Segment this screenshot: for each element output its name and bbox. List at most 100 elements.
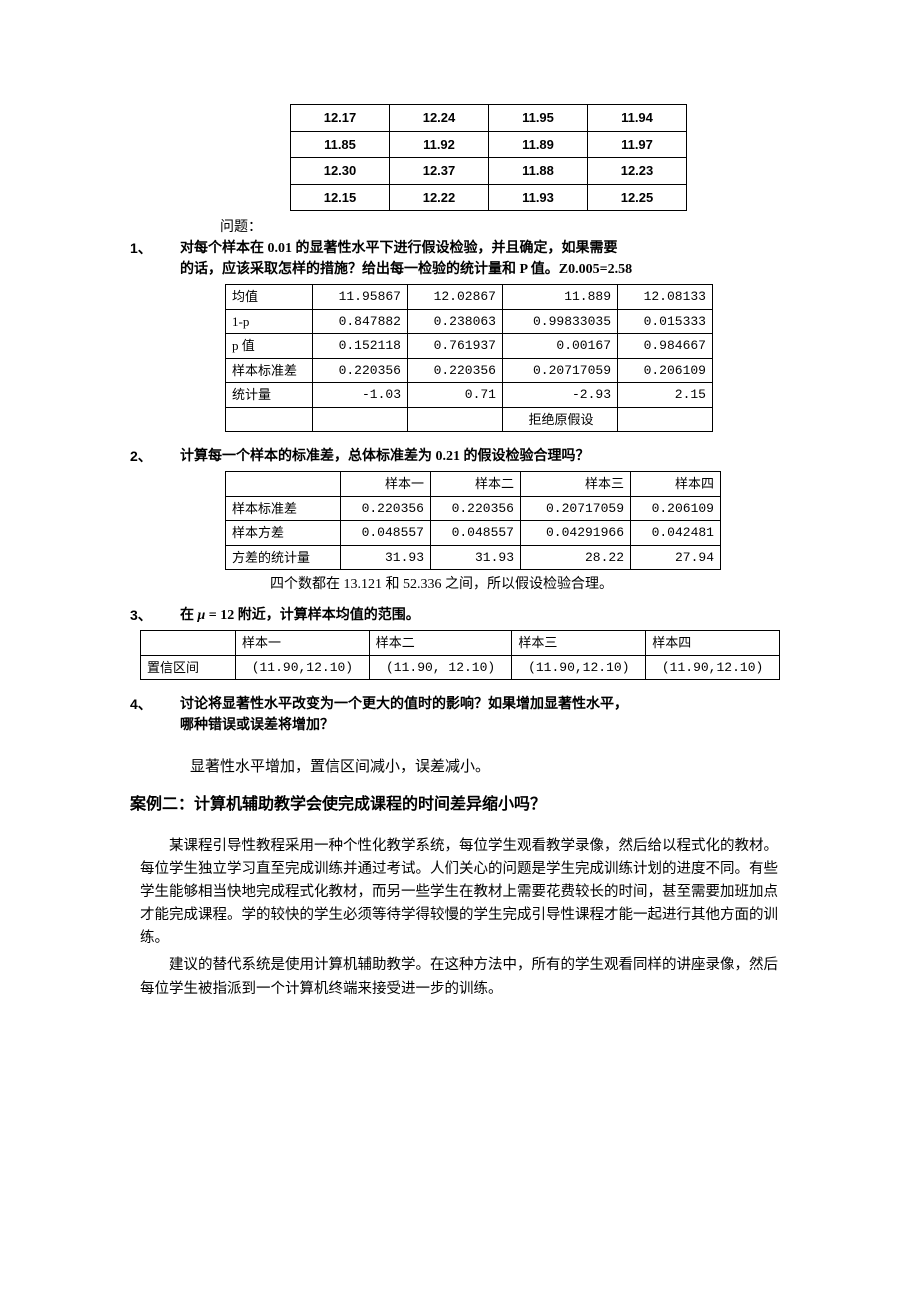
col-header: 样本一 (341, 472, 431, 497)
cell: 31.93 (431, 545, 521, 570)
q2-number: 2、 (130, 446, 180, 467)
cell: 0.04291966 (521, 521, 631, 546)
row-label: 均值 (226, 285, 313, 310)
question-2: 2、 计算每一个样本的标准差，总体标准差为 0.21 的假设检验合理吗？ (130, 446, 790, 467)
answer-4: 显著性水平增加，置信区间减小，误差减小。 (190, 756, 790, 779)
cell: 11.92 (390, 131, 489, 158)
cell: 12.37 (390, 158, 489, 185)
question-4: 4、 讨论将显著性水平改变为一个更大的值时的影响？如果增加显著性水平， 哪种错误… (130, 694, 790, 736)
row-label: 方差的统计量 (226, 545, 341, 570)
cell: 0.238063 (408, 309, 503, 334)
q3-text: 在 μ = 12 附近，计算样本均值的范围。 (180, 605, 790, 626)
cell: 12.24 (390, 105, 489, 132)
cell: 0.048557 (431, 521, 521, 546)
row-label (226, 407, 313, 432)
t2-conclusion: 四个数都在 13.121 和 52.336 之间，所以假设检验合理。 (270, 574, 790, 595)
cell: 0.015333 (618, 309, 713, 334)
col-header: 样本四 (631, 472, 721, 497)
row-label: 置信区间 (141, 655, 236, 680)
cell: 0.847882 (313, 309, 408, 334)
cell: 11.94 (588, 105, 687, 132)
cell: 12.23 (588, 158, 687, 185)
q4-number: 4、 (130, 694, 180, 736)
q3-number: 3、 (130, 605, 180, 626)
cell: 0.152118 (313, 334, 408, 359)
cell: (11.90,12.10) (512, 655, 646, 680)
cell: (11.90,12.10) (236, 655, 370, 680)
col-header: 样本三 (512, 631, 646, 656)
col-header (141, 631, 236, 656)
row-label: 1-p (226, 309, 313, 334)
cell: 11.88 (489, 158, 588, 185)
cell: 28.22 (521, 545, 631, 570)
col-header: 样本四 (646, 631, 780, 656)
col-header: 样本一 (236, 631, 370, 656)
cell: 12.30 (291, 158, 390, 185)
confidence-interval-table: 样本一样本二样本三样本四 置信区间(11.90,12.10)(11.90, 12… (140, 630, 780, 680)
cell (618, 407, 713, 432)
intro-label: 问题： (220, 217, 790, 238)
cell: 0.71 (408, 383, 503, 408)
row-label: 样本标准差 (226, 496, 341, 521)
cell: 拒绝原假设 (503, 407, 618, 432)
col-header: 样本二 (369, 631, 512, 656)
cell: 0.20717059 (503, 358, 618, 383)
cell: 0.042481 (631, 521, 721, 546)
cell: 0.220356 (341, 496, 431, 521)
data-values-table: 12.1712.2411.9511.94 11.8511.9211.8911.9… (290, 104, 687, 211)
cell: 31.93 (341, 545, 431, 570)
cell: 0.99833035 (503, 309, 618, 334)
cell: 0.761937 (408, 334, 503, 359)
cell (408, 407, 503, 432)
question-3: 3、 在 μ = 12 附近，计算样本均值的范围。 (130, 605, 790, 626)
cell: 0.206109 (618, 358, 713, 383)
cell: 11.85 (291, 131, 390, 158)
cell: (11.90, 12.10) (369, 655, 512, 680)
cell: 0.984667 (618, 334, 713, 359)
paragraph-1: 某课程引导性教程采用一种个性化教学系统，每位学生观看教学录像，然后给以程式化的教… (140, 835, 780, 951)
cell: 11.93 (489, 184, 588, 211)
cell: -1.03 (313, 383, 408, 408)
col-header (226, 472, 341, 497)
cell: 11.889 (503, 285, 618, 310)
col-header: 样本二 (431, 472, 521, 497)
cell: 2.15 (618, 383, 713, 408)
cell: 0.048557 (341, 521, 431, 546)
q1-text-line2: 的话，应该采取怎样的措施？给出每一检验的统计量和 P 值。Z0.005=2.58 (180, 262, 632, 277)
cell: -2.93 (503, 383, 618, 408)
cell: 0.220356 (313, 358, 408, 383)
cell: 12.22 (390, 184, 489, 211)
cell: 12.02867 (408, 285, 503, 310)
cell: 12.08133 (618, 285, 713, 310)
stats-table: 均值11.9586712.0286711.88912.08133 1-p0.84… (225, 284, 713, 432)
cell: 11.89 (489, 131, 588, 158)
case-2-title: 案例二：计算机辅助教学会使完成课程的时间差异缩小吗？ (130, 793, 790, 817)
q1-number: 1、 (130, 238, 180, 280)
cell: 0.220356 (431, 496, 521, 521)
cell: 0.20717059 (521, 496, 631, 521)
cell: (11.90,12.10) (646, 655, 780, 680)
question-1: 1、 对每个样本在 0.01 的显著性水平下进行假设检验，并且确定，如果需要 的… (130, 238, 790, 280)
cell: 27.94 (631, 545, 721, 570)
q2-text: 计算每一个样本的标准差，总体标准差为 0.21 的假设检验合理吗？ (180, 446, 790, 467)
cell: 12.15 (291, 184, 390, 211)
q1-text-line1: 对每个样本在 0.01 的显著性水平下进行假设检验，并且确定，如果需要 (180, 241, 618, 256)
cell: 12.25 (588, 184, 687, 211)
row-label: 样本方差 (226, 521, 341, 546)
cell: 11.95 (489, 105, 588, 132)
cell: 11.95867 (313, 285, 408, 310)
row-label: 统计量 (226, 383, 313, 408)
cell: 11.97 (588, 131, 687, 158)
paragraph-2: 建议的替代系统是使用计算机辅助教学。在这种方法中，所有的学生观看同样的讲座录像，… (140, 954, 780, 1000)
row-label: p 值 (226, 334, 313, 359)
cell: 12.17 (291, 105, 390, 132)
q4-text-line2: 哪种错误或误差将增加？ (180, 718, 334, 733)
stddev-table: 样本一样本二样本三样本四 样本标准差0.2203560.2203560.2071… (225, 471, 721, 570)
q4-text-line1: 讨论将显著性水平改变为一个更大的值时的影响？如果增加显著性水平， (180, 697, 628, 712)
cell: 0.206109 (631, 496, 721, 521)
row-label: 样本标准差 (226, 358, 313, 383)
cell: 0.220356 (408, 358, 503, 383)
cell (313, 407, 408, 432)
col-header: 样本三 (521, 472, 631, 497)
cell: 0.00167 (503, 334, 618, 359)
